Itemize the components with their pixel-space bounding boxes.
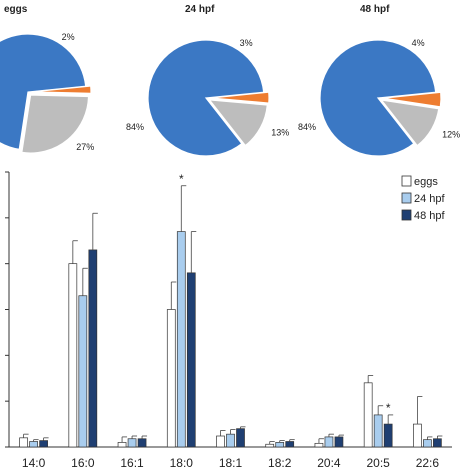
pie-slice-label: 3% — [240, 38, 253, 48]
bar — [166, 309, 176, 448]
x-tick-label: 16:1 — [120, 456, 144, 470]
legend-swatch — [401, 192, 412, 204]
bar — [236, 428, 245, 448]
bar — [314, 442, 324, 448]
pie-charts: eggs 2% 27% 24 hpf 84% 3% 13% 48 hpf 84% 4% 12% — [0, 4, 460, 157]
bar — [265, 443, 275, 448]
pie-slice-label: 2% — [62, 32, 75, 42]
pie-slice — [380, 99, 440, 147]
pie-0: eggs 2% 27% — [0, 4, 94, 154]
pie-slice-label: 84% — [298, 122, 316, 132]
pie-slice — [210, 91, 270, 104]
pie-slice — [208, 99, 268, 147]
x-tick-label: 18:2 — [268, 456, 292, 470]
pie-slice-label: 12% — [442, 129, 460, 139]
x-tick-label: 16:0 — [71, 456, 95, 470]
significance-marker: * — [386, 401, 391, 415]
bar — [68, 263, 78, 448]
bar — [433, 438, 442, 448]
pie-slice — [147, 39, 265, 157]
x-tick-label: 22:6 — [416, 456, 440, 470]
pie-slice — [21, 94, 90, 154]
bar-chart-category-labels: 14:0 16:0 16:1 18:0 18:1 18:2 20:4 20:5 22:6 — [22, 456, 439, 470]
legend: eggs 24 hpf 48 hpf — [401, 175, 446, 222]
pie-slice — [32, 85, 92, 94]
bar — [383, 423, 393, 448]
bar — [176, 231, 186, 448]
pie-1: 24 hpf 84% 3% 13% — [126, 4, 289, 157]
pie-slice-label: 84% — [126, 122, 144, 132]
bar-chart-bars — [19, 231, 442, 448]
pie-slice — [382, 91, 442, 108]
bar — [324, 436, 334, 448]
bar — [423, 439, 432, 448]
bar — [285, 441, 295, 448]
x-tick-label: 18:0 — [170, 456, 194, 470]
legend-label: 48 hpf — [414, 210, 446, 222]
bar — [117, 442, 127, 448]
legend-label: eggs — [414, 176, 438, 188]
bar — [137, 438, 147, 448]
pie-title: 24 hpf — [185, 4, 215, 15]
bar-chart-error-bars — [23, 185, 443, 445]
bar — [373, 414, 383, 448]
bar — [334, 436, 344, 448]
pie-title: 48 hpf — [360, 4, 390, 15]
bar — [127, 438, 137, 448]
legend-swatch — [401, 209, 412, 221]
legend-swatch — [401, 175, 412, 187]
bar — [39, 440, 48, 448]
bar-chart-annotations: ** — [179, 172, 391, 415]
bar — [226, 433, 235, 448]
pie-slice-label: 4% — [412, 38, 425, 48]
x-tick-label: 14:0 — [22, 456, 46, 470]
legend-label: 24 hpf — [414, 193, 446, 205]
x-tick-label: 18:1 — [219, 456, 243, 470]
bar — [78, 295, 88, 448]
significance-marker: * — [179, 172, 184, 186]
pie-2: 48 hpf 84% 4% 12% — [298, 4, 460, 157]
x-tick-label: 20:4 — [317, 456, 341, 470]
pie-slice — [0, 33, 87, 151]
x-tick-label: 20:5 — [366, 456, 390, 470]
pie-title: eggs — [4, 4, 28, 15]
pie-slice — [319, 39, 437, 157]
bar-chart: ** 14:0 16:0 16:1 18:0 18:1 18:2 20:4 20:5 22:6 … — [5, 171, 452, 470]
bar — [29, 441, 38, 448]
bar — [275, 442, 285, 448]
pie-slice-label: 13% — [271, 127, 289, 137]
bar — [19, 437, 28, 448]
bar — [363, 382, 373, 448]
pie-slice-label: 27% — [76, 142, 94, 152]
bar — [216, 435, 225, 448]
bar — [186, 272, 196, 448]
bar — [413, 423, 422, 448]
bar — [88, 249, 98, 448]
